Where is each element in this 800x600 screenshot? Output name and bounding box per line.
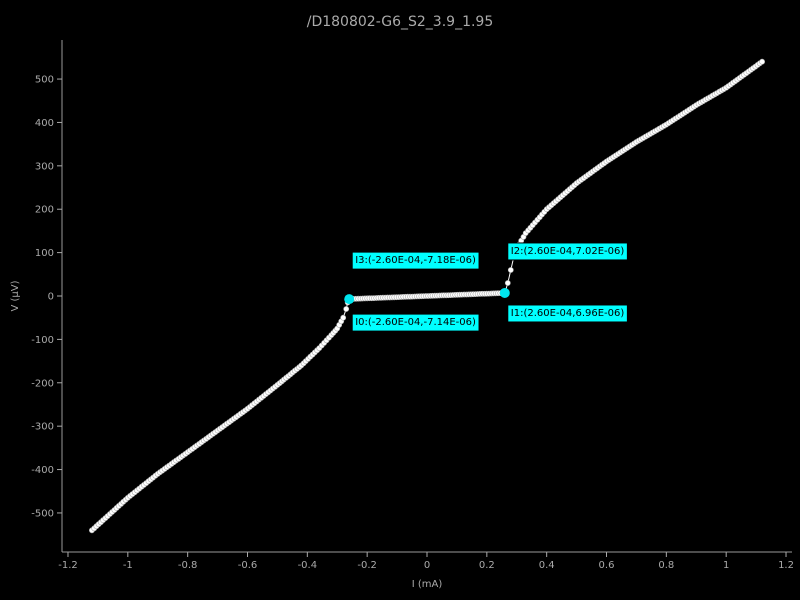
y-tick-label: 0	[48, 292, 54, 303]
data-point	[340, 314, 347, 321]
data-point	[507, 267, 514, 273]
annotation-text: I0:(-2.60E-04,-7.14E-06)	[355, 317, 476, 328]
annotation-marker	[499, 287, 510, 298]
plot-area: I3:(-2.60E-04,-7.18E-06) I0:(-2.60E-04,-7…	[89, 58, 765, 534]
data-point	[504, 280, 511, 286]
x-tick-label: 0.6	[599, 560, 615, 571]
y-tick-label: -300	[31, 422, 54, 433]
y-tick-label: -500	[31, 508, 54, 519]
annotations: I3:(-2.60E-04,-7.18E-06) I0:(-2.60E-04,-7…	[344, 242, 628, 332]
data-point	[759, 58, 765, 65]
x-tick-label: 0.2	[479, 560, 495, 571]
annotation-marker	[344, 294, 355, 305]
y-ticks: -500 -400 -300 -200 -100 0 100 200 300 400 500	[31, 75, 62, 519]
y-tick-label: -400	[31, 465, 54, 476]
x-tick-label: -0.8	[178, 560, 198, 571]
data-points	[89, 58, 765, 534]
annotation-box	[351, 313, 480, 332]
x-tick-label: -0.6	[238, 560, 258, 571]
annotation-label-i1: I1:(2.60E-04,6.96E-06)	[507, 304, 628, 323]
x-tick-label: 0.8	[658, 560, 674, 571]
y-tick-label: 200	[35, 205, 54, 216]
y-tick-label: -200	[31, 378, 54, 389]
annotation-text: I2:(2.60E-04,7.02E-06)	[511, 246, 625, 257]
y-tick-label: -100	[31, 335, 54, 346]
x-axis-title: I (mA)	[412, 579, 443, 590]
annotation-label-i2: I2:(2.60E-04,7.02E-06)	[507, 242, 628, 261]
annotation-text: I3:(-2.60E-04,-7.18E-06)	[355, 255, 476, 266]
x-tick-label: -0.2	[357, 560, 377, 571]
x-tick-label: -1.2	[58, 560, 78, 571]
x-tick-label: 0.4	[539, 560, 555, 571]
annotation-label-i0: I0:(-2.60E-04,-7.14E-06)	[351, 313, 480, 332]
annotation-box	[507, 304, 628, 323]
annotation-text: I1:(2.60E-04,6.96E-06)	[511, 308, 625, 319]
annotation-box	[507, 242, 628, 261]
y-tick-label: 300	[35, 161, 54, 172]
x-ticks: -1.2 -1 -0.8 -0.6 -0.4 -0.2 0 0.2 0.4 0.6 0.8 1 1.2	[58, 552, 794, 571]
annotation-label-i3: I3:(-2.60E-04,-7.18E-06)	[351, 251, 480, 270]
y-tick-label: 100	[35, 248, 54, 259]
y-tick-label: 500	[35, 75, 54, 86]
chart-title: /D180802-G6_S2_3.9_1.95	[306, 14, 494, 30]
x-tick-label: -1	[123, 560, 133, 571]
x-tick-label: -0.4	[298, 560, 318, 571]
y-axis-title: V (μV)	[10, 280, 21, 311]
data-point	[343, 306, 350, 312]
x-tick-label: 1	[723, 560, 729, 571]
x-tick-label: 0	[424, 560, 430, 571]
y-tick-label: 400	[35, 118, 54, 129]
x-tick-label: 1.2	[778, 560, 794, 571]
annotation-box	[351, 251, 480, 270]
